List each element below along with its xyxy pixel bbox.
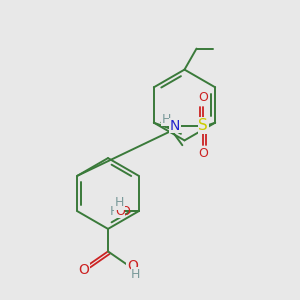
Text: H: H: [110, 205, 119, 218]
Text: O: O: [198, 147, 208, 160]
Text: H: H: [131, 268, 141, 281]
Text: O: O: [78, 263, 89, 277]
Text: S: S: [198, 118, 208, 133]
Text: O: O: [127, 260, 138, 273]
Text: N: N: [169, 119, 180, 133]
Text: ·O: ·O: [118, 205, 131, 218]
Text: O: O: [115, 205, 125, 218]
Text: H: H: [115, 196, 124, 209]
Text: O: O: [198, 91, 208, 104]
Text: H: H: [162, 112, 171, 126]
